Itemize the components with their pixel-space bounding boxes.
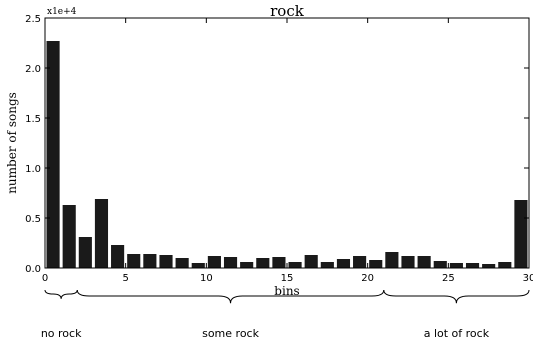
bar — [288, 262, 302, 268]
annotation-label: a lot of rock — [424, 327, 490, 340]
annotation-label: no rock — [41, 327, 82, 340]
bar — [175, 258, 189, 268]
y-axis-label: number of songs — [5, 92, 19, 194]
bar — [353, 256, 367, 268]
plot-frame — [44, 17, 530, 269]
ticks-group: 0.0 0.5 1.0 1.5 2.0 2.5 0 5 10 15 20 25 30 — [25, 14, 533, 284]
x-tick-label: 25 — [442, 273, 455, 284]
bar — [78, 237, 92, 268]
chart-title: rock — [270, 2, 305, 20]
y-tick-label: 1.0 — [25, 164, 41, 175]
bar — [401, 256, 415, 268]
bar — [240, 262, 254, 268]
bar — [143, 254, 157, 268]
bar — [385, 252, 399, 268]
bar — [223, 257, 238, 268]
annotation-brace — [44, 289, 78, 299]
bar — [417, 256, 431, 268]
bar — [498, 262, 512, 268]
bar — [369, 260, 383, 268]
x-tick-label: 20 — [361, 273, 374, 284]
bar — [207, 256, 221, 268]
bar — [46, 41, 60, 268]
bar — [304, 255, 318, 268]
x-tick-label: 5 — [122, 273, 128, 284]
bar — [482, 264, 496, 268]
y-multiplier: x1e+4 — [47, 7, 77, 17]
bar — [514, 200, 528, 268]
annotations-group: no rock some rock a lot of rock — [41, 289, 530, 340]
bar — [62, 205, 76, 268]
bars-group — [46, 41, 528, 268]
x-tick-label: 0 — [42, 273, 48, 284]
bar — [320, 262, 334, 268]
x-tick-label: 10 — [200, 273, 213, 284]
bar — [272, 257, 286, 268]
y-tick-label: 2.0 — [25, 64, 41, 75]
x-axis-label: bins — [274, 284, 299, 298]
bar — [191, 263, 205, 268]
bar — [127, 254, 141, 268]
bar — [111, 245, 125, 268]
annotation-brace — [383, 289, 530, 304]
y-tick-label: 0.5 — [25, 214, 41, 225]
bar — [336, 259, 351, 268]
bar — [449, 263, 463, 268]
annotation-brace — [76, 289, 385, 304]
annotation-label: some rock — [202, 327, 259, 340]
bar — [94, 199, 109, 268]
y-tick-label: 0.0 — [25, 264, 41, 275]
x-tick-label: 30 — [523, 273, 533, 284]
bar — [433, 261, 447, 268]
y-tick-label: 1.5 — [25, 114, 41, 125]
x-tick-label: 15 — [281, 273, 294, 284]
bar — [465, 263, 480, 268]
bar — [256, 258, 270, 268]
bar — [159, 255, 173, 268]
y-tick-label: 2.5 — [25, 14, 41, 25]
